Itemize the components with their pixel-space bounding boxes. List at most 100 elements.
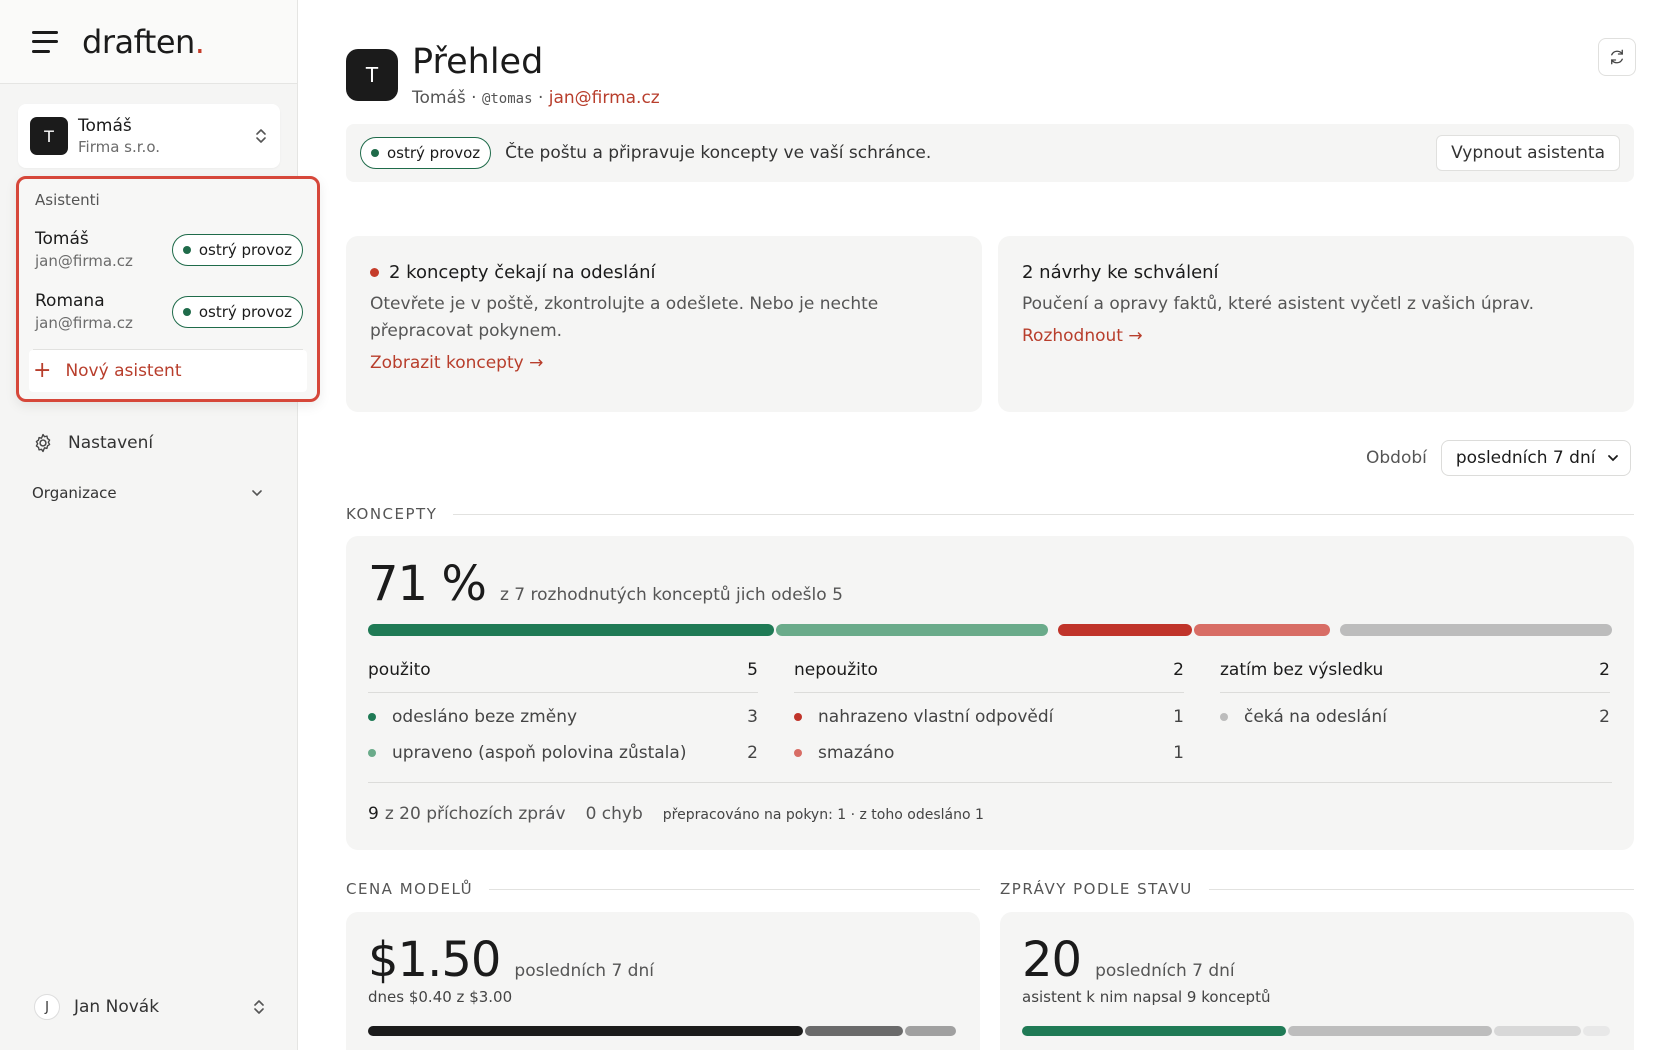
legend-dot-icon bbox=[794, 713, 802, 721]
incoming-label: z 20 příchozích zpráv bbox=[384, 804, 566, 824]
sidebar-item-organization[interactable]: Organizace bbox=[32, 484, 264, 502]
group-title: použito bbox=[368, 660, 431, 680]
period-select[interactable]: posledních 7 dní bbox=[1440, 440, 1631, 476]
cost-period: posledních 7 dní bbox=[514, 961, 654, 981]
sidebar-item-label: Nastavení bbox=[68, 433, 154, 453]
group-total: 5 bbox=[747, 660, 758, 680]
brand-bar: draften. bbox=[0, 0, 297, 84]
drafts-bar-segment bbox=[368, 624, 774, 636]
errors-count: 0 chyb bbox=[585, 804, 643, 824]
assistant-avatar: T bbox=[346, 49, 398, 101]
assistant-status-bar: ostrý provoz Čte poštu a připravuje konc… bbox=[346, 124, 1634, 182]
status-dot-icon bbox=[371, 149, 379, 157]
messages-headline: 20 posledních 7 dní bbox=[1022, 932, 1235, 988]
account-switcher[interactable]: T Tomáš Firma s.r.o. bbox=[18, 104, 280, 168]
decide-link[interactable]: Rozhodnout → bbox=[1022, 326, 1143, 346]
group-title: zatím bez výsledku bbox=[1220, 660, 1384, 680]
cost-bar bbox=[368, 1026, 958, 1036]
separator: · bbox=[471, 88, 477, 108]
legend-dot-icon bbox=[1220, 713, 1228, 721]
messages-bar bbox=[1022, 1026, 1612, 1036]
assistant-name: Tomáš bbox=[35, 229, 89, 249]
msg-bar-segment bbox=[1582, 1026, 1610, 1036]
legend-dot-icon bbox=[368, 713, 376, 721]
drafts-bar-segment bbox=[1058, 624, 1192, 636]
dropdown-item-assistant[interactable]: Tomáš jan@firma.cz ostrý provoz bbox=[33, 219, 303, 281]
refresh-icon bbox=[1611, 49, 1623, 65]
drafts-summary: z 7 rozhodnutých konceptů jich odešlo 5 bbox=[499, 585, 843, 605]
messages-period: posledních 7 dní bbox=[1095, 961, 1235, 981]
section-title-drafts: KONCEPTY bbox=[346, 505, 1634, 523]
page-header: T Přehled Tomáš · @tomas · jan@firma.cz bbox=[346, 42, 660, 108]
account-name: Tomáš bbox=[78, 116, 132, 136]
list-item: smazáno 1 bbox=[794, 735, 1184, 771]
page-title: Přehled bbox=[412, 42, 544, 82]
user-name: Jan Novák bbox=[74, 997, 160, 1017]
msg-bar-segment bbox=[1494, 1026, 1581, 1036]
assistant-handle: @tomas bbox=[481, 91, 533, 107]
drafts-pending-card: 2 koncepty čekají na odeslání Otevřete j… bbox=[346, 236, 982, 412]
brand-logo[interactable]: draften. bbox=[82, 22, 205, 61]
group-total: 2 bbox=[1173, 660, 1184, 680]
list-item: odesláno beze změny 3 bbox=[368, 699, 758, 735]
divider bbox=[33, 349, 303, 350]
proposals-card: 2 návrhy ke schválení Poučení a opravy f… bbox=[998, 236, 1634, 412]
messages-note: asistent k nim napsal 9 konceptů bbox=[1022, 988, 1271, 1006]
user-switcher[interactable]: J Jan Novák bbox=[34, 994, 266, 1020]
alert-dot-icon bbox=[370, 268, 379, 277]
page-subtitle: Tomáš · @tomas · jan@firma.cz bbox=[412, 88, 660, 108]
status-text: Čte poštu a připravuje koncepty ve vaší … bbox=[505, 143, 932, 163]
new-assistant-button[interactable]: + Nový asistent bbox=[29, 350, 307, 392]
chevron-updown-icon bbox=[254, 1000, 264, 1014]
show-drafts-link[interactable]: Zobrazit koncepty → bbox=[370, 353, 544, 373]
assistant-name: Tomáš bbox=[412, 88, 466, 108]
card-title: 2 koncepty čekají na odeslání bbox=[370, 262, 958, 283]
card-title: 2 návrhy ke schválení bbox=[1022, 262, 1219, 283]
drafts-bar-segment bbox=[776, 624, 1048, 636]
drafts-stats-card: 71 % z 7 rozhodnutých konceptů jich odeš… bbox=[346, 536, 1634, 850]
group-unused: nepoužito 2 nahrazeno vlastní odpovědí 1 s… bbox=[794, 660, 1184, 771]
legend-dot-icon bbox=[794, 749, 802, 757]
assistant-email-link[interactable]: jan@firma.cz bbox=[548, 88, 660, 108]
drafts-outcome-bar bbox=[368, 624, 1612, 636]
group-used: použito 5 odesláno beze změny 3 upraveno (… bbox=[368, 660, 758, 771]
messages-card: 20 posledních 7 dní asistent k nim napsa… bbox=[1000, 912, 1634, 1050]
new-assistant-label: Nový asistent bbox=[65, 361, 182, 381]
cost-bar-segment bbox=[904, 1026, 956, 1036]
dropdown-item-assistant[interactable]: Romana jan@firma.cz ostrý provoz bbox=[33, 281, 303, 343]
cost-card: $1.50 posledních 7 dní dnes $0.40 z $3.0… bbox=[346, 912, 980, 1050]
cost-bar-segment bbox=[804, 1026, 903, 1036]
disable-assistant-button[interactable]: Vypnout asistenta bbox=[1436, 135, 1620, 171]
plus-icon: + bbox=[33, 358, 52, 383]
cost-headline: $1.50 posledních 7 dní bbox=[368, 932, 654, 988]
msg-bar-segment bbox=[1022, 1026, 1286, 1036]
assistant-email: jan@firma.cz bbox=[35, 314, 133, 332]
gear-icon bbox=[35, 433, 51, 453]
divider bbox=[368, 782, 1612, 783]
section-title-messages: ZPRÁVY PODLE STAVU bbox=[1000, 880, 1634, 898]
status-dot-icon bbox=[182, 308, 191, 316]
drafts-bar-segment bbox=[1194, 624, 1330, 636]
status-badge: ostrý provoz bbox=[171, 234, 303, 266]
cost-value: $1.50 bbox=[368, 932, 501, 988]
drafts-percent: 71 % bbox=[368, 556, 487, 612]
assistant-email: jan@firma.cz bbox=[35, 252, 133, 270]
drafts-headline: 71 % z 7 rozhodnutých konceptů jich odeš… bbox=[368, 556, 843, 612]
rework-info: přepracováno na pokyn: 1 · z toho odeslá… bbox=[662, 807, 984, 823]
card-description: Poučení a opravy faktů, které asistent v… bbox=[1022, 294, 1534, 314]
card-description: Otevřete je v poště, zkontrolujte a odeš… bbox=[370, 294, 879, 341]
period-filter: Období posledních 7 dní bbox=[1366, 440, 1631, 476]
drafts-bar-segment bbox=[1340, 624, 1612, 636]
messages-count: 20 bbox=[1022, 932, 1082, 988]
cost-today: dnes $0.40 z $3.00 bbox=[368, 988, 513, 1006]
chevron-updown-icon bbox=[256, 129, 266, 143]
period-label: Období bbox=[1366, 448, 1427, 468]
account-avatar: T bbox=[30, 117, 68, 155]
sidebar-item-settings[interactable]: Nastavení bbox=[32, 432, 153, 454]
sidebar-item-label: Organizace bbox=[32, 484, 117, 502]
msg-bar-segment bbox=[1287, 1026, 1492, 1036]
user-avatar: J bbox=[34, 994, 60, 1020]
section-title-cost: CENA MODELŮ bbox=[346, 880, 980, 898]
menu-icon[interactable] bbox=[32, 30, 58, 53]
refresh-button[interactable] bbox=[1598, 38, 1636, 76]
